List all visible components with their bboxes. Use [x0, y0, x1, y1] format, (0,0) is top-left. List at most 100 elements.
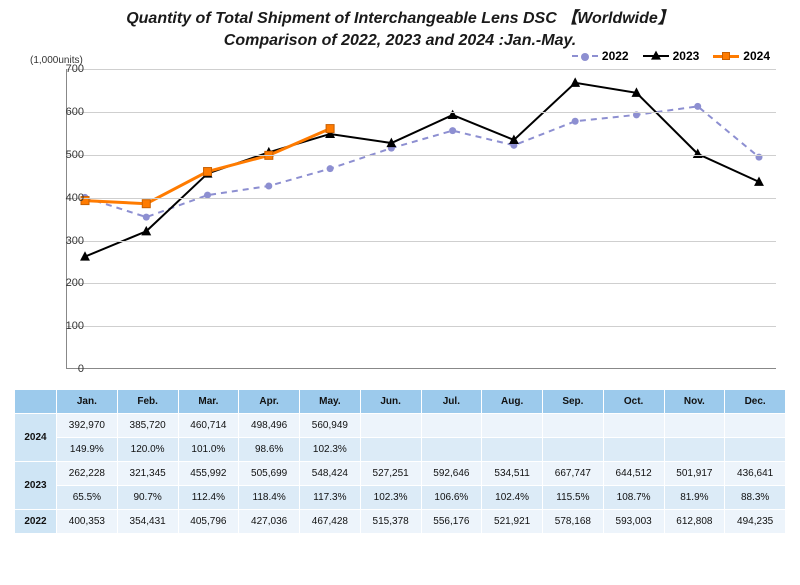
gridline: [67, 326, 776, 327]
table-row: 2023262,228321,345455,992505,699548,4245…: [15, 462, 786, 486]
legend-2024: 2024: [713, 49, 770, 63]
pct-cell: 88.3%: [725, 486, 786, 510]
gridline: [67, 283, 776, 284]
year-cell: 2024: [15, 414, 57, 462]
year-cell: 2023: [15, 462, 57, 510]
pct-cell: [360, 438, 421, 462]
table-header-cell: Jan.: [57, 390, 118, 414]
qty-cell: [603, 414, 664, 438]
legend-label: 2022: [602, 49, 629, 63]
table-header-cell: Nov.: [664, 390, 725, 414]
data-table-wrap: Jan.Feb.Mar.Apr.May.Jun.Jul.Aug.Sep.Oct.…: [0, 383, 800, 534]
chart-area: (1,000units) 2022 2023 2024 010020030040…: [0, 53, 800, 383]
qty-cell: 436,641: [725, 462, 786, 486]
qty-cell: 592,646: [421, 462, 482, 486]
qty-cell: 593,003: [603, 510, 664, 534]
pct-cell: [482, 438, 543, 462]
pct-cell: 81.9%: [664, 486, 725, 510]
qty-cell: [360, 414, 421, 438]
y-tick-label: 700: [34, 63, 84, 75]
legend-line-icon: [643, 55, 669, 57]
y-tick-label: 0: [34, 363, 84, 375]
pct-cell: 98.6%: [239, 438, 300, 462]
gridline: [67, 155, 776, 156]
pct-cell: 101.0%: [178, 438, 239, 462]
y-tick-label: 500: [34, 149, 84, 161]
pct-cell: 102.3%: [300, 438, 361, 462]
y-tick-label: 300: [34, 235, 84, 247]
qty-cell: 427,036: [239, 510, 300, 534]
qty-cell: [725, 414, 786, 438]
title-line2: Comparison of 2022, 2023 and 2024 :Jan.-…: [0, 30, 800, 52]
legend-2022: 2022: [572, 49, 629, 63]
pct-cell: 149.9%: [57, 438, 118, 462]
data-point: [327, 165, 334, 172]
qty-cell: [664, 414, 725, 438]
pct-cell: 102.3%: [360, 486, 421, 510]
square-icon: [722, 52, 730, 60]
qty-cell: [543, 414, 604, 438]
qty-cell: 556,176: [421, 510, 482, 534]
gridline: [67, 69, 776, 70]
data-point: [204, 168, 212, 176]
pct-cell: [725, 438, 786, 462]
table-row: 149.9%120.0%101.0%98.6%102.3%: [15, 438, 786, 462]
table-row: 2024392,970385,720460,714498,496560,949: [15, 414, 786, 438]
circle-icon: [581, 53, 589, 61]
qty-cell: 515,378: [360, 510, 421, 534]
table-header-cell: Mar.: [178, 390, 239, 414]
legend-line-icon: [713, 55, 739, 58]
table-header-cell: Jun.: [360, 390, 421, 414]
gridline: [67, 198, 776, 199]
data-point: [449, 127, 456, 134]
qty-cell: 262,228: [57, 462, 118, 486]
y-tick-label: 100: [34, 320, 84, 332]
pct-cell: [421, 438, 482, 462]
data-point: [142, 200, 150, 208]
pct-cell: 120.0%: [117, 438, 178, 462]
data-point: [326, 125, 334, 133]
pct-cell: 112.4%: [178, 486, 239, 510]
legend-label: 2024: [743, 49, 770, 63]
pct-cell: [664, 438, 725, 462]
table-header-row: Jan.Feb.Mar.Apr.May.Jun.Jul.Aug.Sep.Oct.…: [15, 390, 786, 414]
chart-svg: [67, 69, 776, 368]
pct-cell: 106.6%: [421, 486, 482, 510]
series-line-2023: [85, 83, 759, 257]
qty-cell: 460,714: [178, 414, 239, 438]
table-row: 65.5%90.7%112.4%118.4%117.3%102.3%106.6%…: [15, 486, 786, 510]
gridline: [67, 241, 776, 242]
qty-cell: 612,808: [664, 510, 725, 534]
table-header-cell: Sep.: [543, 390, 604, 414]
pct-cell: 90.7%: [117, 486, 178, 510]
qty-cell: 505,699: [239, 462, 300, 486]
qty-cell: 400,353: [57, 510, 118, 534]
title-line1: Quantity of Total Shipment of Interchang…: [0, 8, 800, 30]
triangle-icon: [651, 51, 661, 60]
qty-cell: 455,992: [178, 462, 239, 486]
table-row: 2022400,353354,431405,796427,036467,4285…: [15, 510, 786, 534]
qty-cell: 467,428: [300, 510, 361, 534]
table-header-cell: Oct.: [603, 390, 664, 414]
legend-2023: 2023: [643, 49, 700, 63]
table-header-cell: Feb.: [117, 390, 178, 414]
table-header-cell: Dec.: [725, 390, 786, 414]
qty-cell: 644,512: [603, 462, 664, 486]
year-cell: 2022: [15, 510, 57, 534]
qty-cell: [421, 414, 482, 438]
qty-cell: 498,496: [239, 414, 300, 438]
pct-cell: 118.4%: [239, 486, 300, 510]
data-point: [143, 214, 150, 221]
data-point: [265, 183, 272, 190]
qty-cell: 527,251: [360, 462, 421, 486]
qty-cell: 321,345: [117, 462, 178, 486]
qty-cell: 501,917: [664, 462, 725, 486]
pct-cell: 108.7%: [603, 486, 664, 510]
y-tick-label: 600: [34, 106, 84, 118]
y-tick-label: 200: [34, 277, 84, 289]
qty-cell: 560,949: [300, 414, 361, 438]
pct-cell: 117.3%: [300, 486, 361, 510]
qty-cell: 354,431: [117, 510, 178, 534]
table-header-cell: Jul.: [421, 390, 482, 414]
table-body: 2024392,970385,720460,714498,496560,9491…: [15, 414, 786, 534]
